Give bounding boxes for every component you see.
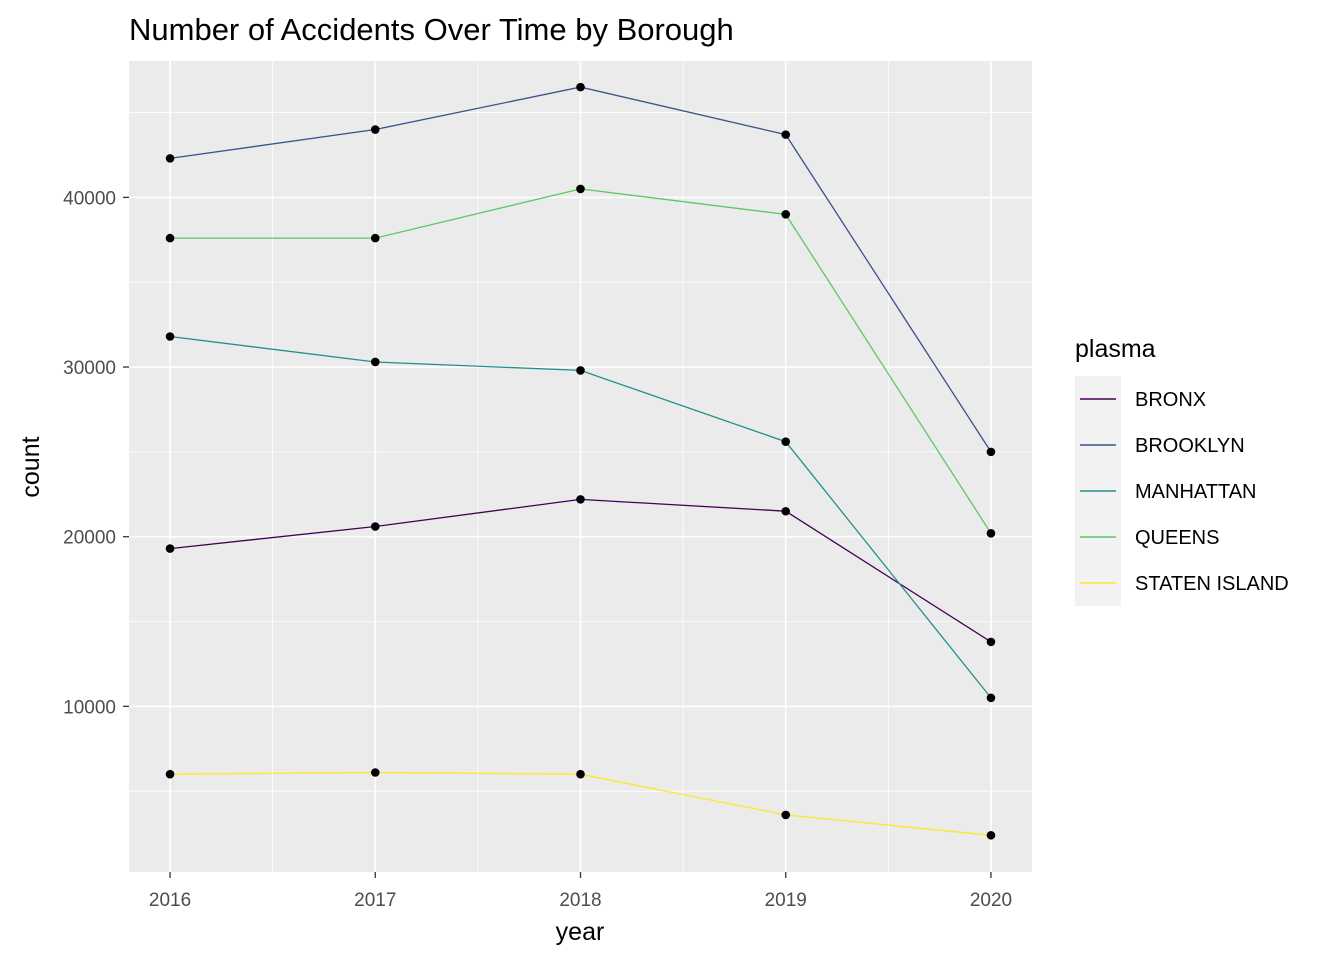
data-point-bronx <box>781 506 791 516</box>
x-tick-label: 2018 <box>559 890 601 911</box>
legend-title: plasma <box>1075 335 1156 363</box>
legend-label-staten-island: STATEN ISLAND <box>1135 573 1289 595</box>
series-points <box>165 82 996 840</box>
y-axis: 10000 20000 30000 40000 <box>63 188 129 718</box>
data-point-bronx <box>165 544 175 553</box>
data-point-staten-island <box>986 830 996 840</box>
data-point-manhattan <box>986 693 996 703</box>
data-point-manhattan <box>576 366 585 375</box>
data-point-brooklyn <box>986 447 996 457</box>
data-point-brooklyn <box>370 125 380 134</box>
y-tick-label: 20000 <box>63 528 116 549</box>
legend-label-queens: QUEENS <box>1135 527 1219 549</box>
data-point-staten-island <box>576 769 585 779</box>
data-point-staten-island <box>781 810 791 820</box>
data-point-manhattan <box>370 357 380 367</box>
data-point-bronx <box>370 522 380 531</box>
data-point-queens <box>370 233 380 243</box>
y-tick-label: 10000 <box>63 697 116 718</box>
data-point-brooklyn <box>165 154 175 163</box>
y-tick-label: 40000 <box>63 188 116 209</box>
legend: plasma BRONX BROOKLYN MANHATTAN QUEENS STATE… <box>1075 335 1289 606</box>
data-point-queens <box>576 184 585 194</box>
x-tick-label: 2020 <box>970 890 1012 911</box>
data-point-staten-island <box>370 768 380 777</box>
data-point-staten-island <box>165 769 175 779</box>
x-tick-label: 2016 <box>149 890 191 911</box>
x-axis-label: year <box>556 918 605 946</box>
data-point-manhattan <box>781 437 791 446</box>
legend-label-manhattan: MANHATTAN <box>1135 481 1256 503</box>
legend-label-brooklyn: BROOKLYN <box>1135 435 1245 457</box>
legend-label-bronx: BRONX <box>1135 389 1206 411</box>
x-tick-label: 2019 <box>765 890 807 911</box>
x-tick-label: 2017 <box>354 890 396 911</box>
data-point-brooklyn <box>781 130 791 139</box>
data-point-bronx <box>576 495 585 504</box>
y-axis-label: count <box>17 436 45 497</box>
data-point-queens <box>986 528 996 538</box>
y-tick-label: 30000 <box>63 358 116 379</box>
data-point-bronx <box>986 637 996 647</box>
data-point-queens <box>165 233 175 243</box>
legend-items: BRONX BROOKLYN MANHATTAN QUEENS STATEN ISLAN… <box>1075 376 1289 606</box>
data-point-manhattan <box>165 332 175 341</box>
data-point-brooklyn <box>576 82 585 92</box>
data-point-queens <box>781 210 791 219</box>
chart-title: Number of Accidents Over Time by Borough <box>129 12 734 47</box>
x-axis: 2016 2017 2018 2019 2020 <box>149 872 1012 911</box>
